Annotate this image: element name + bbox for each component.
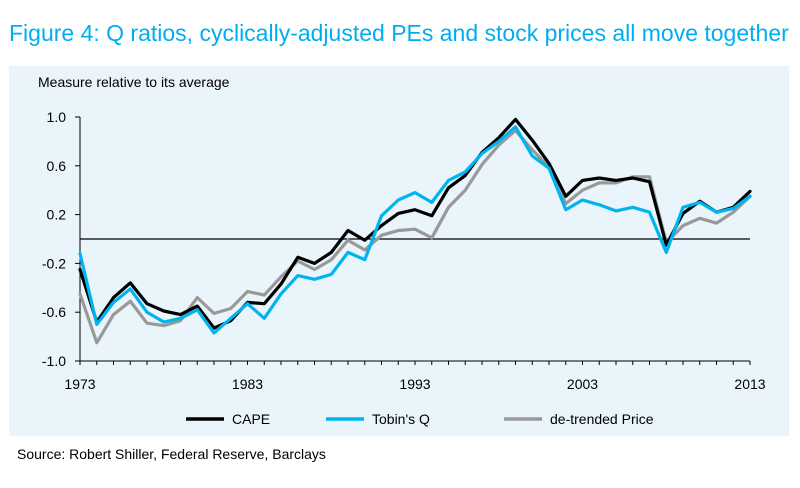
y-axis-label: Measure relative to its average: [38, 74, 230, 90]
line-chart: Measure relative to its average -1.0 -0.6…: [38, 74, 766, 427]
y-tick-label: -0.6: [42, 304, 66, 320]
y-tick-label: 0.6: [47, 158, 67, 174]
chart-panel: [9, 66, 789, 436]
series-line-2: [78, 128, 752, 345]
y-tick-label: 1.0: [47, 109, 67, 125]
source-note: Source: Robert Shiller, Federal Reserve,…: [17, 446, 326, 462]
y-tick-label: -0.2: [42, 255, 66, 271]
y-tick-label: -1.0: [42, 353, 66, 369]
legend: CAPE Tobin's Q de-trended Price: [186, 411, 654, 427]
x-tick-label: 1993: [399, 376, 430, 392]
legend-label: de-trended Price: [550, 411, 654, 427]
series-line-1: [78, 125, 752, 335]
series-lines: [78, 117, 752, 345]
x-tick-label: 1983: [232, 376, 263, 392]
legend-label: CAPE: [232, 411, 270, 427]
x-tick-label: 1973: [64, 376, 95, 392]
figure-title: Figure 4: Q ratios, cyclically-adjusted …: [9, 20, 789, 46]
x-axis: 1973 1983 1993 2003 2013: [64, 360, 766, 392]
y-axis: -1.0 -0.6 -0.2 0.2 0.6 1.0: [42, 109, 81, 369]
legend-label: Tobin's Q: [372, 411, 430, 427]
x-tick-label: 2013: [734, 376, 765, 392]
series-line-0: [78, 117, 752, 330]
x-tick-label: 2003: [567, 376, 598, 392]
y-tick-label: 0.2: [47, 207, 67, 223]
